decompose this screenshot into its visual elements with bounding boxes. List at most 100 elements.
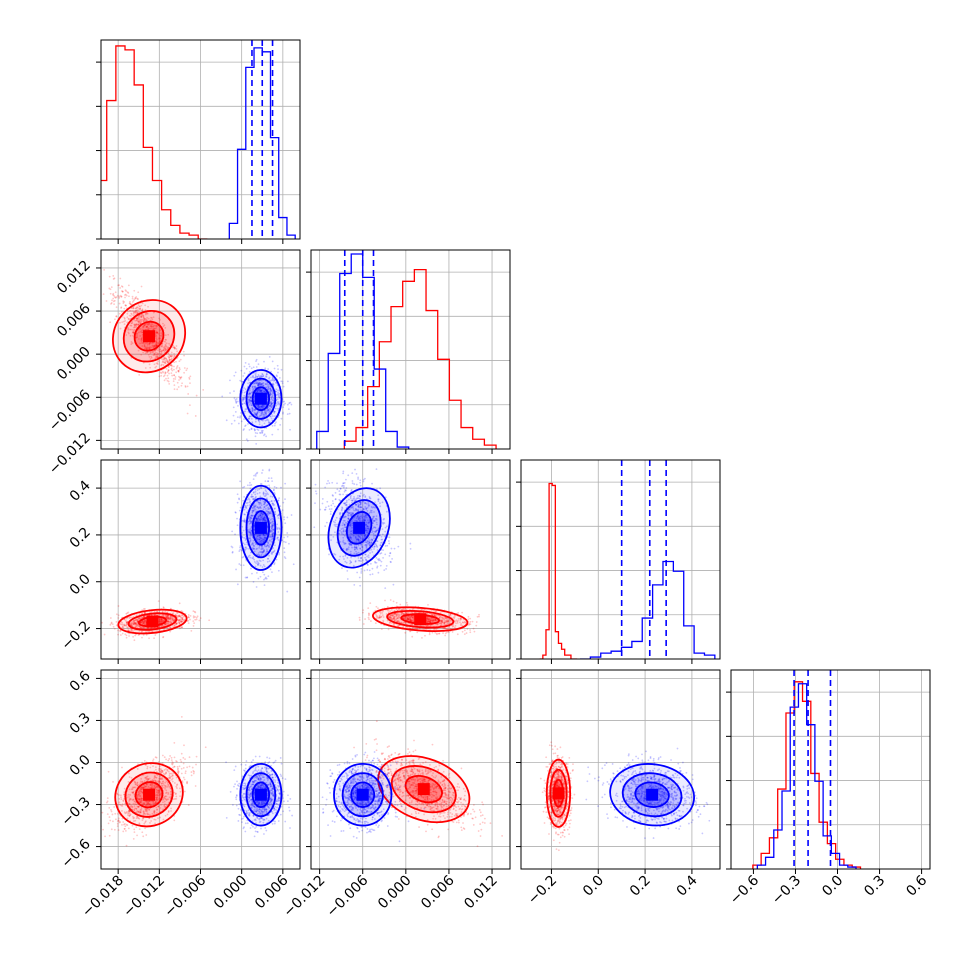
scatter-point <box>146 627 149 630</box>
scatter-point <box>173 623 176 626</box>
scatter-point <box>241 519 244 522</box>
scatter-point <box>382 557 384 559</box>
scatter-point <box>259 382 262 385</box>
scatter-point <box>140 353 143 356</box>
scatter-point <box>119 277 122 280</box>
scatter-point <box>262 384 265 387</box>
scatter-point <box>143 619 146 622</box>
scatter-point <box>137 307 140 309</box>
scatter-point <box>124 633 127 636</box>
scatter-point <box>261 571 264 574</box>
scatter-point <box>271 534 274 537</box>
scatter-point <box>132 623 135 625</box>
scatter-point <box>265 493 268 496</box>
scatter-point <box>158 375 161 378</box>
scatter-point <box>273 485 276 488</box>
scatter-point <box>152 328 155 331</box>
scatter-point <box>258 390 261 393</box>
scatter-point <box>265 409 268 412</box>
scatter-point <box>171 369 174 372</box>
scatter-point <box>270 525 273 528</box>
scatter-point <box>251 409 254 412</box>
scatter-point <box>262 516 265 519</box>
scatter-point <box>289 401 292 404</box>
scatter-point <box>469 617 472 620</box>
scatter-point <box>154 366 157 369</box>
hist-panel-0 <box>96 39 301 244</box>
scatter-point <box>160 372 163 375</box>
scatter-point <box>130 621 133 624</box>
scatter-point <box>177 619 180 621</box>
scatter-point <box>266 510 268 512</box>
scatter-point <box>153 637 155 640</box>
scatter-point <box>256 518 259 521</box>
scatter-point <box>143 324 145 327</box>
scatter-point <box>261 431 264 433</box>
scatter-point <box>139 328 142 330</box>
scatter-point <box>257 561 259 564</box>
scatter-point <box>115 624 118 627</box>
scatter-point <box>181 614 184 617</box>
scatter-point <box>259 405 262 408</box>
scatter-point <box>469 629 472 631</box>
scatter-point <box>175 615 178 617</box>
scatter-point <box>251 409 254 412</box>
scatter-point <box>250 399 253 402</box>
scatter-point <box>246 576 248 579</box>
scatter-point <box>270 403 273 406</box>
scatter-point <box>272 399 275 402</box>
scatter-point <box>117 633 119 636</box>
scatter-point <box>130 628 133 631</box>
scatter-point <box>239 416 241 419</box>
scatter-point <box>149 352 152 355</box>
scatter-point <box>368 618 370 621</box>
scatter-point <box>267 477 270 480</box>
scatter-point <box>162 322 164 325</box>
scatter-point <box>367 616 370 619</box>
scatter-point <box>242 429 245 431</box>
scatter-point <box>264 501 266 504</box>
scatter-point <box>278 552 281 554</box>
scatter-point <box>123 624 126 627</box>
scatter-point <box>163 619 165 622</box>
scatter-point <box>262 518 265 521</box>
scatter-point <box>166 615 168 618</box>
scatter-point <box>249 408 252 411</box>
scatter-point <box>141 309 144 312</box>
scatter-point <box>261 548 264 551</box>
scatter-point <box>117 614 120 617</box>
scatter-point <box>180 614 183 616</box>
scatter-point <box>155 342 158 345</box>
scatter-point <box>169 630 172 633</box>
scatter-point <box>243 402 246 405</box>
scatter-point <box>272 377 274 380</box>
scatter-point <box>109 617 112 619</box>
scatter-point <box>263 503 265 506</box>
scatter-point <box>265 372 268 374</box>
scatter-point <box>167 380 170 383</box>
scatter-point <box>150 323 153 325</box>
scatter-point <box>155 342 157 345</box>
scatter-point <box>272 489 275 492</box>
scatter-point <box>265 375 268 378</box>
scatter-point <box>138 320 141 323</box>
scatter-point <box>140 626 143 629</box>
scatter-point <box>254 508 257 511</box>
scatter-point <box>267 542 270 545</box>
scatter-point <box>251 572 253 575</box>
scatter-point <box>269 387 272 390</box>
scatter-point <box>135 622 138 625</box>
scatter-point <box>162 614 165 617</box>
scatter-point <box>167 369 170 372</box>
scatter-point <box>255 413 258 416</box>
scatter-point <box>239 548 242 551</box>
scatter-point <box>112 300 115 303</box>
scatter-point <box>261 472 263 474</box>
scatter-point <box>269 536 272 539</box>
scatter-point <box>164 371 167 374</box>
scatter-point <box>180 621 183 623</box>
scatter-point <box>182 350 185 353</box>
scatter-point <box>166 361 169 364</box>
scatter-point <box>175 622 178 625</box>
scatter-point <box>252 547 255 550</box>
